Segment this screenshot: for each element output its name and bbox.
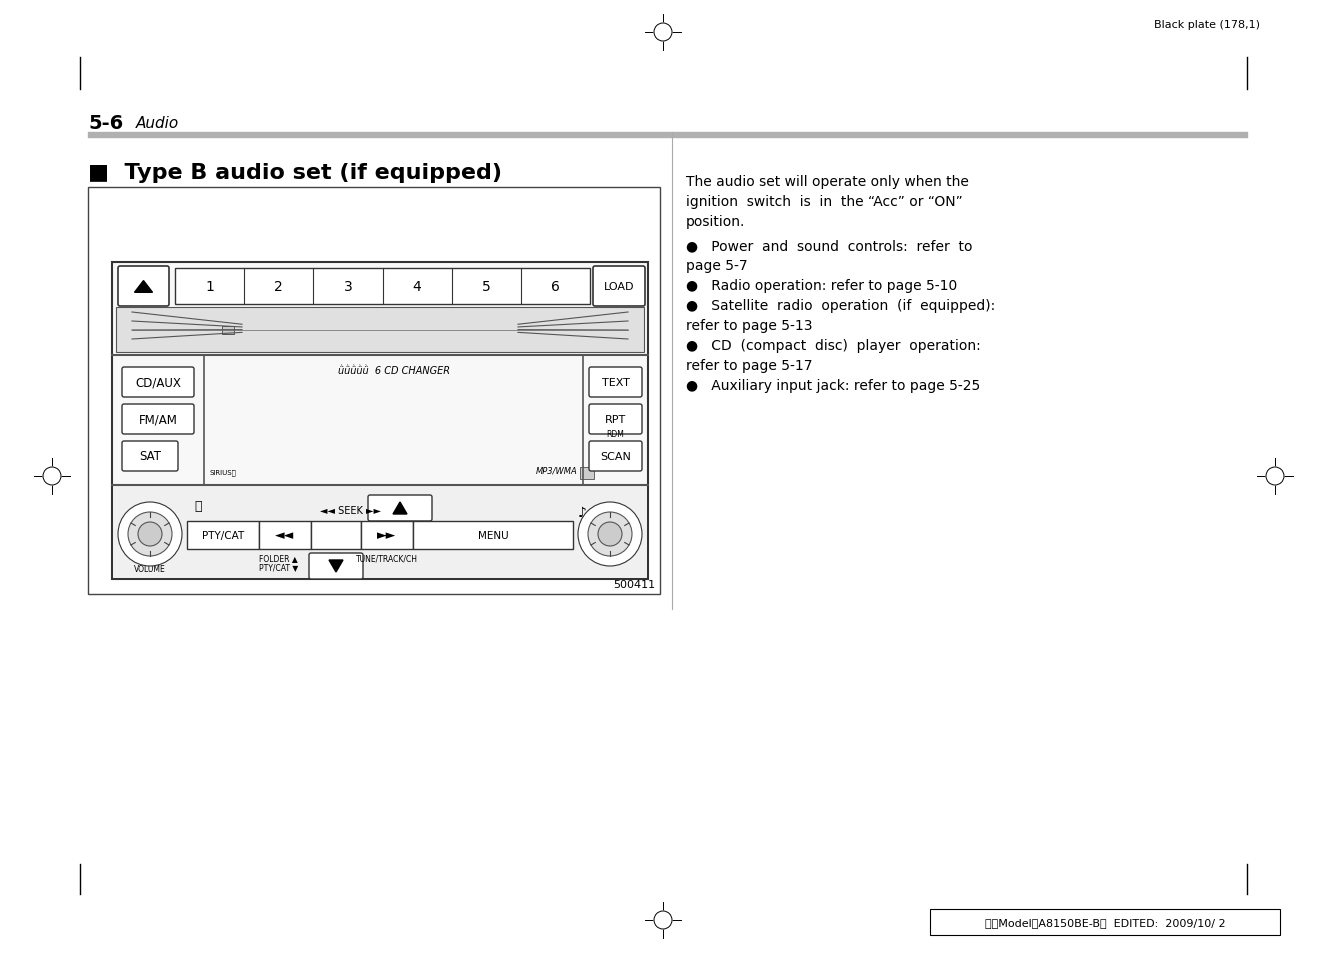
Text: MENU: MENU [478, 531, 508, 540]
Circle shape [138, 522, 162, 546]
Bar [111, 263, 648, 579]
Text: ignition  switch  is  in  the “Acc” or “ON”: ignition switch is in the “Acc” or “ON” [686, 194, 963, 209]
Text: ǜǜǜǜǜ  6 CD CHANGER: ǜǜǜǜǜ 6 CD CHANGER [337, 366, 450, 375]
Text: ■  Type B audio set (if equipped): ■ Type B audio set (if equipped) [88, 163, 502, 183]
Bar [580, 468, 594, 479]
Text: LOAD: LOAD [604, 282, 634, 292]
Text: SIRIUSⓂ: SIRIUSⓂ [210, 469, 238, 476]
Text: 5-6: 5-6 [88, 113, 123, 132]
Circle shape [654, 911, 671, 929]
Text: FOLDER ▲: FOLDER ▲ [259, 554, 297, 562]
Text: FM/AM: FM/AM [138, 413, 178, 426]
Text: position.: position. [686, 214, 746, 229]
Bar [114, 485, 646, 578]
Text: ►►: ►► [377, 529, 397, 542]
Text: TEXT: TEXT [601, 377, 629, 388]
Text: ♪: ♪ [579, 505, 587, 519]
Text: MP3/WMA: MP3/WMA [536, 467, 579, 476]
Text: RDM: RDM [606, 430, 625, 438]
Text: 6: 6 [551, 280, 560, 294]
Circle shape [1266, 468, 1285, 485]
FancyBboxPatch shape [118, 267, 169, 307]
Text: Audio: Audio [135, 116, 179, 131]
Bar [115, 308, 644, 353]
Bar [222, 326, 234, 335]
Bar [311, 521, 361, 550]
Text: VOLUME: VOLUME [134, 564, 166, 574]
Text: ◄◄ SEEK ►►: ◄◄ SEEK ►► [320, 505, 381, 516]
Text: 2: 2 [275, 280, 283, 294]
Text: 1: 1 [206, 280, 214, 294]
Text: Black plate (178,1): Black plate (178,1) [1154, 20, 1261, 30]
Text: RPT: RPT [605, 415, 626, 424]
Text: 北米Model｢A8150BE-B｣  EDITED:  2009/10/ 2: 北米Model｢A8150BE-B｣ EDITED: 2009/10/ 2 [985, 917, 1225, 927]
Text: 4: 4 [413, 280, 422, 294]
Bar [361, 521, 413, 550]
Text: 3: 3 [344, 280, 352, 294]
Circle shape [588, 513, 632, 557]
Circle shape [654, 24, 671, 42]
Circle shape [127, 513, 173, 557]
Bar [88, 188, 660, 595]
Text: ●   Satellite  radio  operation  (if  equipped):: ● Satellite radio operation (if equipped… [686, 298, 995, 313]
Text: refer to page 5-13: refer to page 5-13 [686, 318, 812, 333]
Bar [413, 521, 573, 550]
Text: SCAN: SCAN [600, 452, 630, 461]
Text: ●   Radio operation: refer to page 5-10: ● Radio operation: refer to page 5-10 [686, 278, 957, 293]
Polygon shape [393, 502, 407, 515]
Text: refer to page 5-17: refer to page 5-17 [686, 358, 812, 373]
FancyBboxPatch shape [589, 368, 642, 397]
Text: ●   CD  (compact  disc)  player  operation:: ● CD (compact disc) player operation: [686, 338, 981, 353]
Text: page 5-7: page 5-7 [686, 258, 747, 273]
FancyBboxPatch shape [593, 267, 645, 307]
Text: TUNE/TRACK/CH: TUNE/TRACK/CH [356, 554, 418, 563]
FancyBboxPatch shape [589, 405, 642, 435]
Bar [259, 521, 311, 550]
FancyBboxPatch shape [589, 441, 642, 472]
Text: ●   Auxiliary input jack: refer to page 5-25: ● Auxiliary input jack: refer to page 5-… [686, 378, 981, 393]
Bar [175, 269, 591, 305]
Text: The audio set will operate only when the: The audio set will operate only when the [686, 174, 969, 189]
Text: ◄◄: ◄◄ [276, 529, 295, 542]
Circle shape [42, 468, 61, 485]
Text: ⏻: ⏻ [194, 499, 202, 513]
FancyBboxPatch shape [122, 441, 178, 472]
Polygon shape [134, 281, 153, 293]
FancyBboxPatch shape [122, 405, 194, 435]
Text: CD/AUX: CD/AUX [135, 376, 180, 389]
Bar [930, 909, 1281, 935]
Text: PTY/CAT ▼: PTY/CAT ▼ [259, 562, 299, 572]
FancyBboxPatch shape [309, 554, 364, 579]
Bar [187, 521, 259, 550]
Text: ●   Power  and  sound  controls:  refer  to: ● Power and sound controls: refer to [686, 239, 973, 253]
FancyBboxPatch shape [122, 368, 194, 397]
FancyBboxPatch shape [368, 496, 433, 521]
Circle shape [118, 502, 182, 566]
Text: SAT: SAT [139, 450, 161, 463]
Text: 500411: 500411 [613, 579, 656, 589]
Circle shape [598, 522, 622, 546]
Circle shape [579, 502, 642, 566]
Text: PTY/CAT: PTY/CAT [202, 531, 244, 540]
Polygon shape [329, 560, 342, 573]
Text: 5: 5 [482, 280, 491, 294]
